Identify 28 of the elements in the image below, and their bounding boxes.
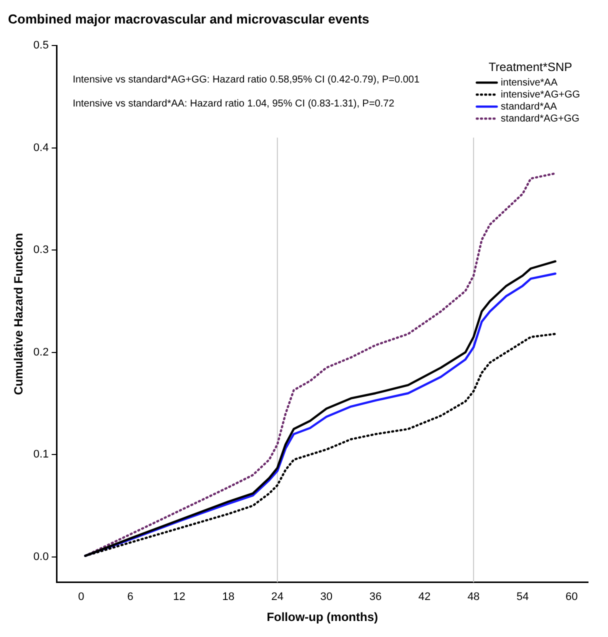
y-tick-label: 0.0 [33, 550, 49, 563]
y-tick-label: 0.4 [33, 142, 49, 154]
y-tick-label: 0.3 [33, 244, 49, 256]
x-tick-label: 54 [516, 591, 529, 604]
x-tick-label: 0 [78, 591, 84, 604]
line-series [84, 172, 556, 557]
annotation: Intensive vs standard*AA: Hazard ratio 1.04, 95% CI (0.83-1.31), P=0.72 [72, 98, 395, 110]
annotation: Intensive vs standard*AG+GG: Hazard ratio 0.58,95% CI (0.42-0.79), P=0.001 [72, 74, 420, 86]
y-tick-label: 0.2 [33, 346, 49, 358]
y-axis-title: Cumulative Hazard Function [12, 232, 26, 396]
x-tick-label: 48 [467, 591, 480, 604]
x-tick-label: 6 [127, 591, 134, 604]
x-axis-title: Follow-up (months) [266, 610, 378, 624]
x-tick-label: 12 [173, 591, 186, 604]
chart-title: Combined major macrovascular and microvascular events [8, 11, 370, 26]
x-tick-label: 30 [320, 591, 333, 604]
x-tick-label: 42 [418, 591, 431, 604]
y-tick-label: 0.5 [33, 40, 49, 52]
y-tick-label: 0.1 [33, 448, 49, 461]
legend-label: standard*AG+GG [500, 113, 580, 124]
x-tick-label: 24 [271, 591, 284, 604]
x-tick-label: 60 [566, 591, 578, 604]
x-tick-label: 36 [369, 591, 382, 604]
legend-label: intensive*AA [500, 77, 558, 88]
legend-title: Treatment*SNP [488, 60, 572, 74]
legend-label: intensive*AG+GG [500, 89, 580, 100]
legend-label: standard*AA [500, 101, 558, 112]
x-tick-label: 18 [222, 591, 234, 604]
